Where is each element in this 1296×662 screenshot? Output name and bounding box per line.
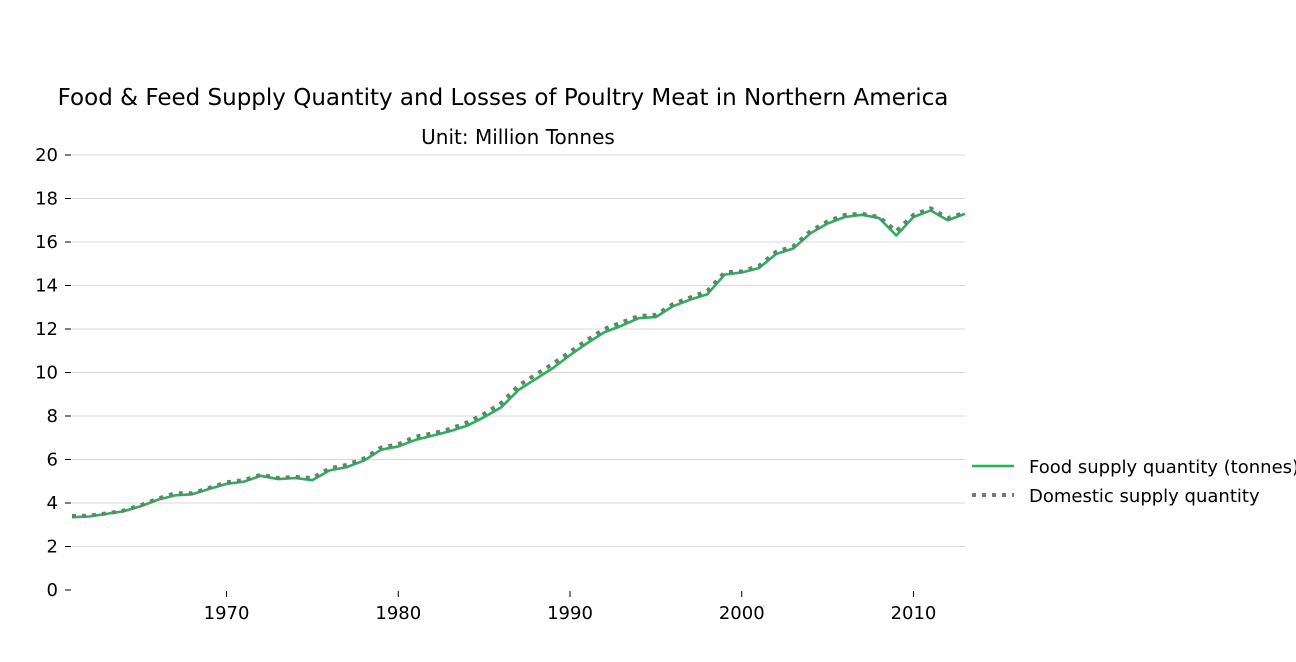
x-tick-label: 2010	[891, 603, 937, 624]
gridlines	[72, 154, 965, 547]
chart-title: Food & Feed Supply Quantity and Losses o…	[58, 85, 949, 111]
y-tick-label: 8	[47, 406, 58, 427]
y-tick-label: 2	[47, 537, 58, 558]
y-tick-label: 12	[35, 319, 58, 340]
y-tick-label: 0	[47, 580, 58, 601]
x-tick-label: 1980	[375, 603, 421, 624]
legend-label-2: Domestic supply quantity	[1029, 486, 1260, 507]
series-line-2	[71, 206, 966, 519]
chart-subtitle: Unit: Million Tonnes	[421, 125, 615, 149]
x-tick-label: 1970	[204, 603, 250, 624]
y-tick-label: 16	[35, 232, 58, 253]
y-tick-label: 20	[35, 145, 58, 166]
legend: Food supply quantity (tonnes) Domestic su…	[972, 457, 1296, 507]
y-tick-label: 6	[47, 450, 58, 471]
y-tick-label: 18	[35, 189, 58, 210]
x-tick-label: 2000	[719, 603, 765, 624]
y-tick-label: 4	[47, 493, 58, 514]
x-axis: 1970 1980 1990 2000 2010	[204, 591, 937, 624]
x-tick-label: 1990	[547, 603, 593, 624]
series-line-1	[71, 209, 966, 519]
y-axis: 0 2 4 6 8 10 12 14 16 18 20	[35, 145, 71, 601]
plot-area	[71, 206, 966, 519]
y-tick-label: 14	[35, 276, 58, 297]
y-tick-label: 10	[35, 363, 58, 384]
legend-label-1: Food supply quantity (tonnes)	[1029, 457, 1296, 478]
